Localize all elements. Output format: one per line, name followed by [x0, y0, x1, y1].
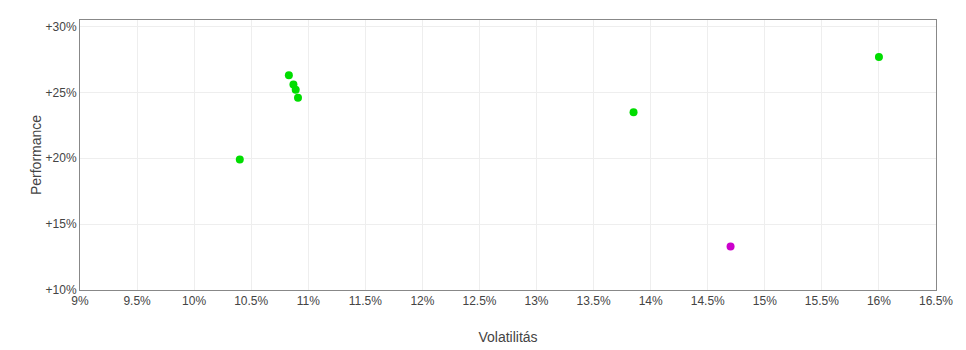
svg-text:11%: 11%	[297, 294, 320, 308]
svg-text:+15%: +15%	[46, 217, 77, 231]
svg-text:9%: 9%	[71, 294, 89, 308]
svg-text:13.5%: 13.5%	[577, 294, 611, 308]
svg-text:15%: 15%	[753, 294, 777, 308]
svg-text:13%: 13%	[525, 294, 549, 308]
svg-text:9.5%: 9.5%	[123, 294, 151, 308]
svg-text:+30%: +30%	[46, 20, 77, 34]
svg-text:Volatilitás: Volatilitás	[478, 329, 537, 345]
svg-text:10.5%: 10.5%	[234, 294, 268, 308]
svg-text:14.5%: 14.5%	[691, 294, 725, 308]
svg-text:16.5%: 16.5%	[919, 294, 953, 308]
svg-text:+10%: +10%	[46, 283, 77, 297]
svg-text:15.5%: 15.5%	[805, 294, 839, 308]
svg-text:14%: 14%	[639, 294, 663, 308]
svg-text:+20%: +20%	[46, 151, 77, 165]
svg-text:12.5%: 12.5%	[462, 294, 496, 308]
svg-text:12%: 12%	[410, 294, 434, 308]
svg-text:11.5%: 11.5%	[349, 294, 382, 308]
svg-text:10%: 10%	[182, 294, 206, 308]
svg-text:+25%: +25%	[46, 86, 77, 100]
svg-text:Performance: Performance	[28, 115, 44, 195]
svg-text:16%: 16%	[867, 294, 891, 308]
